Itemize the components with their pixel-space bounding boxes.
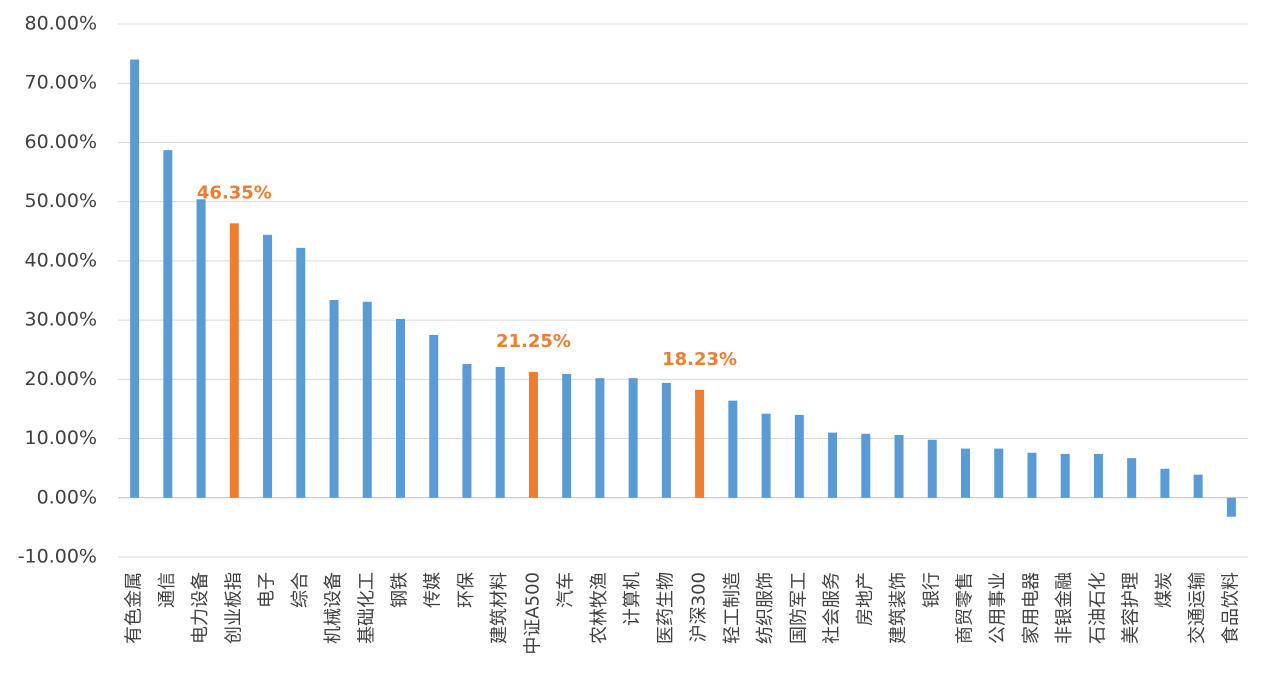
bar bbox=[1193, 474, 1203, 498]
bar bbox=[362, 301, 372, 498]
x-tick-label: 社会服务 bbox=[822, 572, 843, 644]
value-label: 21.25% bbox=[496, 331, 571, 352]
bar bbox=[728, 400, 738, 498]
x-tick-label: 通信 bbox=[157, 572, 178, 608]
x-tick-label: 钢铁 bbox=[390, 572, 411, 608]
x-tick-label: 电子 bbox=[257, 572, 278, 608]
bar bbox=[1093, 453, 1103, 498]
bar bbox=[495, 366, 505, 498]
x-tick-label: 美容护理 bbox=[1121, 572, 1142, 644]
x-tick-label: 建筑装饰 bbox=[888, 572, 909, 644]
x-tick-label: 交通运输 bbox=[1187, 572, 1208, 644]
x-tick-label: 电力设备 bbox=[190, 572, 211, 644]
bar bbox=[761, 413, 771, 498]
x-tick-label: 计算机 bbox=[622, 572, 643, 626]
x-tick-label: 商贸零售 bbox=[955, 572, 976, 644]
x-tick-label: 家用电器 bbox=[1021, 572, 1042, 644]
bar bbox=[562, 374, 572, 498]
x-tick-label: 基础化工 bbox=[356, 572, 377, 644]
y-tick-label: 40.00% bbox=[25, 249, 97, 271]
bar bbox=[229, 223, 239, 498]
x-tick-label: 环保 bbox=[456, 572, 477, 608]
bar bbox=[528, 371, 538, 498]
x-tick-label: 沪深300 bbox=[689, 572, 710, 642]
x-tick-label: 食品饮料 bbox=[1220, 572, 1241, 644]
x-tick-label: 银行 bbox=[921, 572, 942, 608]
x-tick-label: 有色金属 bbox=[124, 572, 145, 644]
value-label: 46.35% bbox=[197, 182, 272, 203]
y-tick-label: 60.00% bbox=[25, 131, 97, 153]
x-tick-label: 建筑材料 bbox=[489, 572, 510, 644]
bar bbox=[396, 318, 405, 498]
y-tick-label: 20.00% bbox=[25, 368, 97, 390]
y-tick-label: 10.00% bbox=[25, 427, 97, 449]
bar bbox=[595, 378, 605, 498]
x-tick-label: 非银金融 bbox=[1054, 572, 1075, 644]
bar bbox=[861, 433, 871, 498]
y-tick-label: 30.00% bbox=[25, 309, 97, 331]
x-tick-label: 机械设备 bbox=[323, 572, 344, 644]
bar bbox=[1160, 468, 1170, 498]
y-tick-label: 0.00% bbox=[37, 486, 97, 508]
bar bbox=[429, 334, 439, 498]
bar bbox=[462, 363, 472, 498]
y-tick-label: 50.00% bbox=[25, 190, 97, 212]
bar bbox=[163, 150, 173, 498]
bar bbox=[329, 299, 339, 498]
bar bbox=[794, 414, 804, 498]
bar bbox=[828, 432, 838, 498]
x-tick-label: 中证A500 bbox=[522, 572, 543, 655]
bar bbox=[894, 435, 904, 498]
bar bbox=[994, 448, 1004, 498]
bar bbox=[1226, 497, 1236, 517]
bar bbox=[628, 378, 638, 498]
bar bbox=[927, 439, 937, 498]
bar bbox=[1027, 452, 1037, 498]
bar bbox=[130, 59, 140, 498]
bar bbox=[695, 389, 705, 498]
y-tick-label: 80.00% bbox=[25, 13, 97, 35]
x-tick-label: 传媒 bbox=[423, 572, 444, 608]
value-label: 18.23% bbox=[662, 349, 737, 370]
bar bbox=[196, 199, 206, 498]
x-tick-label: 石油石化 bbox=[1087, 572, 1108, 644]
x-tick-label: 汽车 bbox=[556, 572, 577, 608]
x-tick-label: 公用事业 bbox=[988, 572, 1009, 644]
x-tick-label: 房地产 bbox=[855, 572, 876, 626]
x-tick-label: 农林牧渔 bbox=[589, 572, 610, 644]
x-tick-label: 煤炭 bbox=[1154, 572, 1175, 608]
bar bbox=[263, 234, 273, 498]
bar bbox=[1127, 458, 1137, 498]
bar bbox=[961, 448, 970, 498]
bar bbox=[1060, 453, 1070, 498]
x-tick-label: 医药生物 bbox=[655, 572, 676, 644]
x-tick-label: 综合 bbox=[290, 572, 311, 608]
y-tick-label: -10.00% bbox=[18, 546, 97, 568]
bar bbox=[296, 247, 306, 498]
x-tick-label: 纺织服饰 bbox=[755, 572, 776, 644]
bar bbox=[661, 382, 671, 498]
x-tick-label: 创业板指 bbox=[223, 572, 244, 644]
y-tick-label: 70.00% bbox=[25, 72, 97, 94]
x-tick-label: 轻工制造 bbox=[722, 572, 743, 644]
x-tick-label: 国防军工 bbox=[788, 572, 809, 644]
